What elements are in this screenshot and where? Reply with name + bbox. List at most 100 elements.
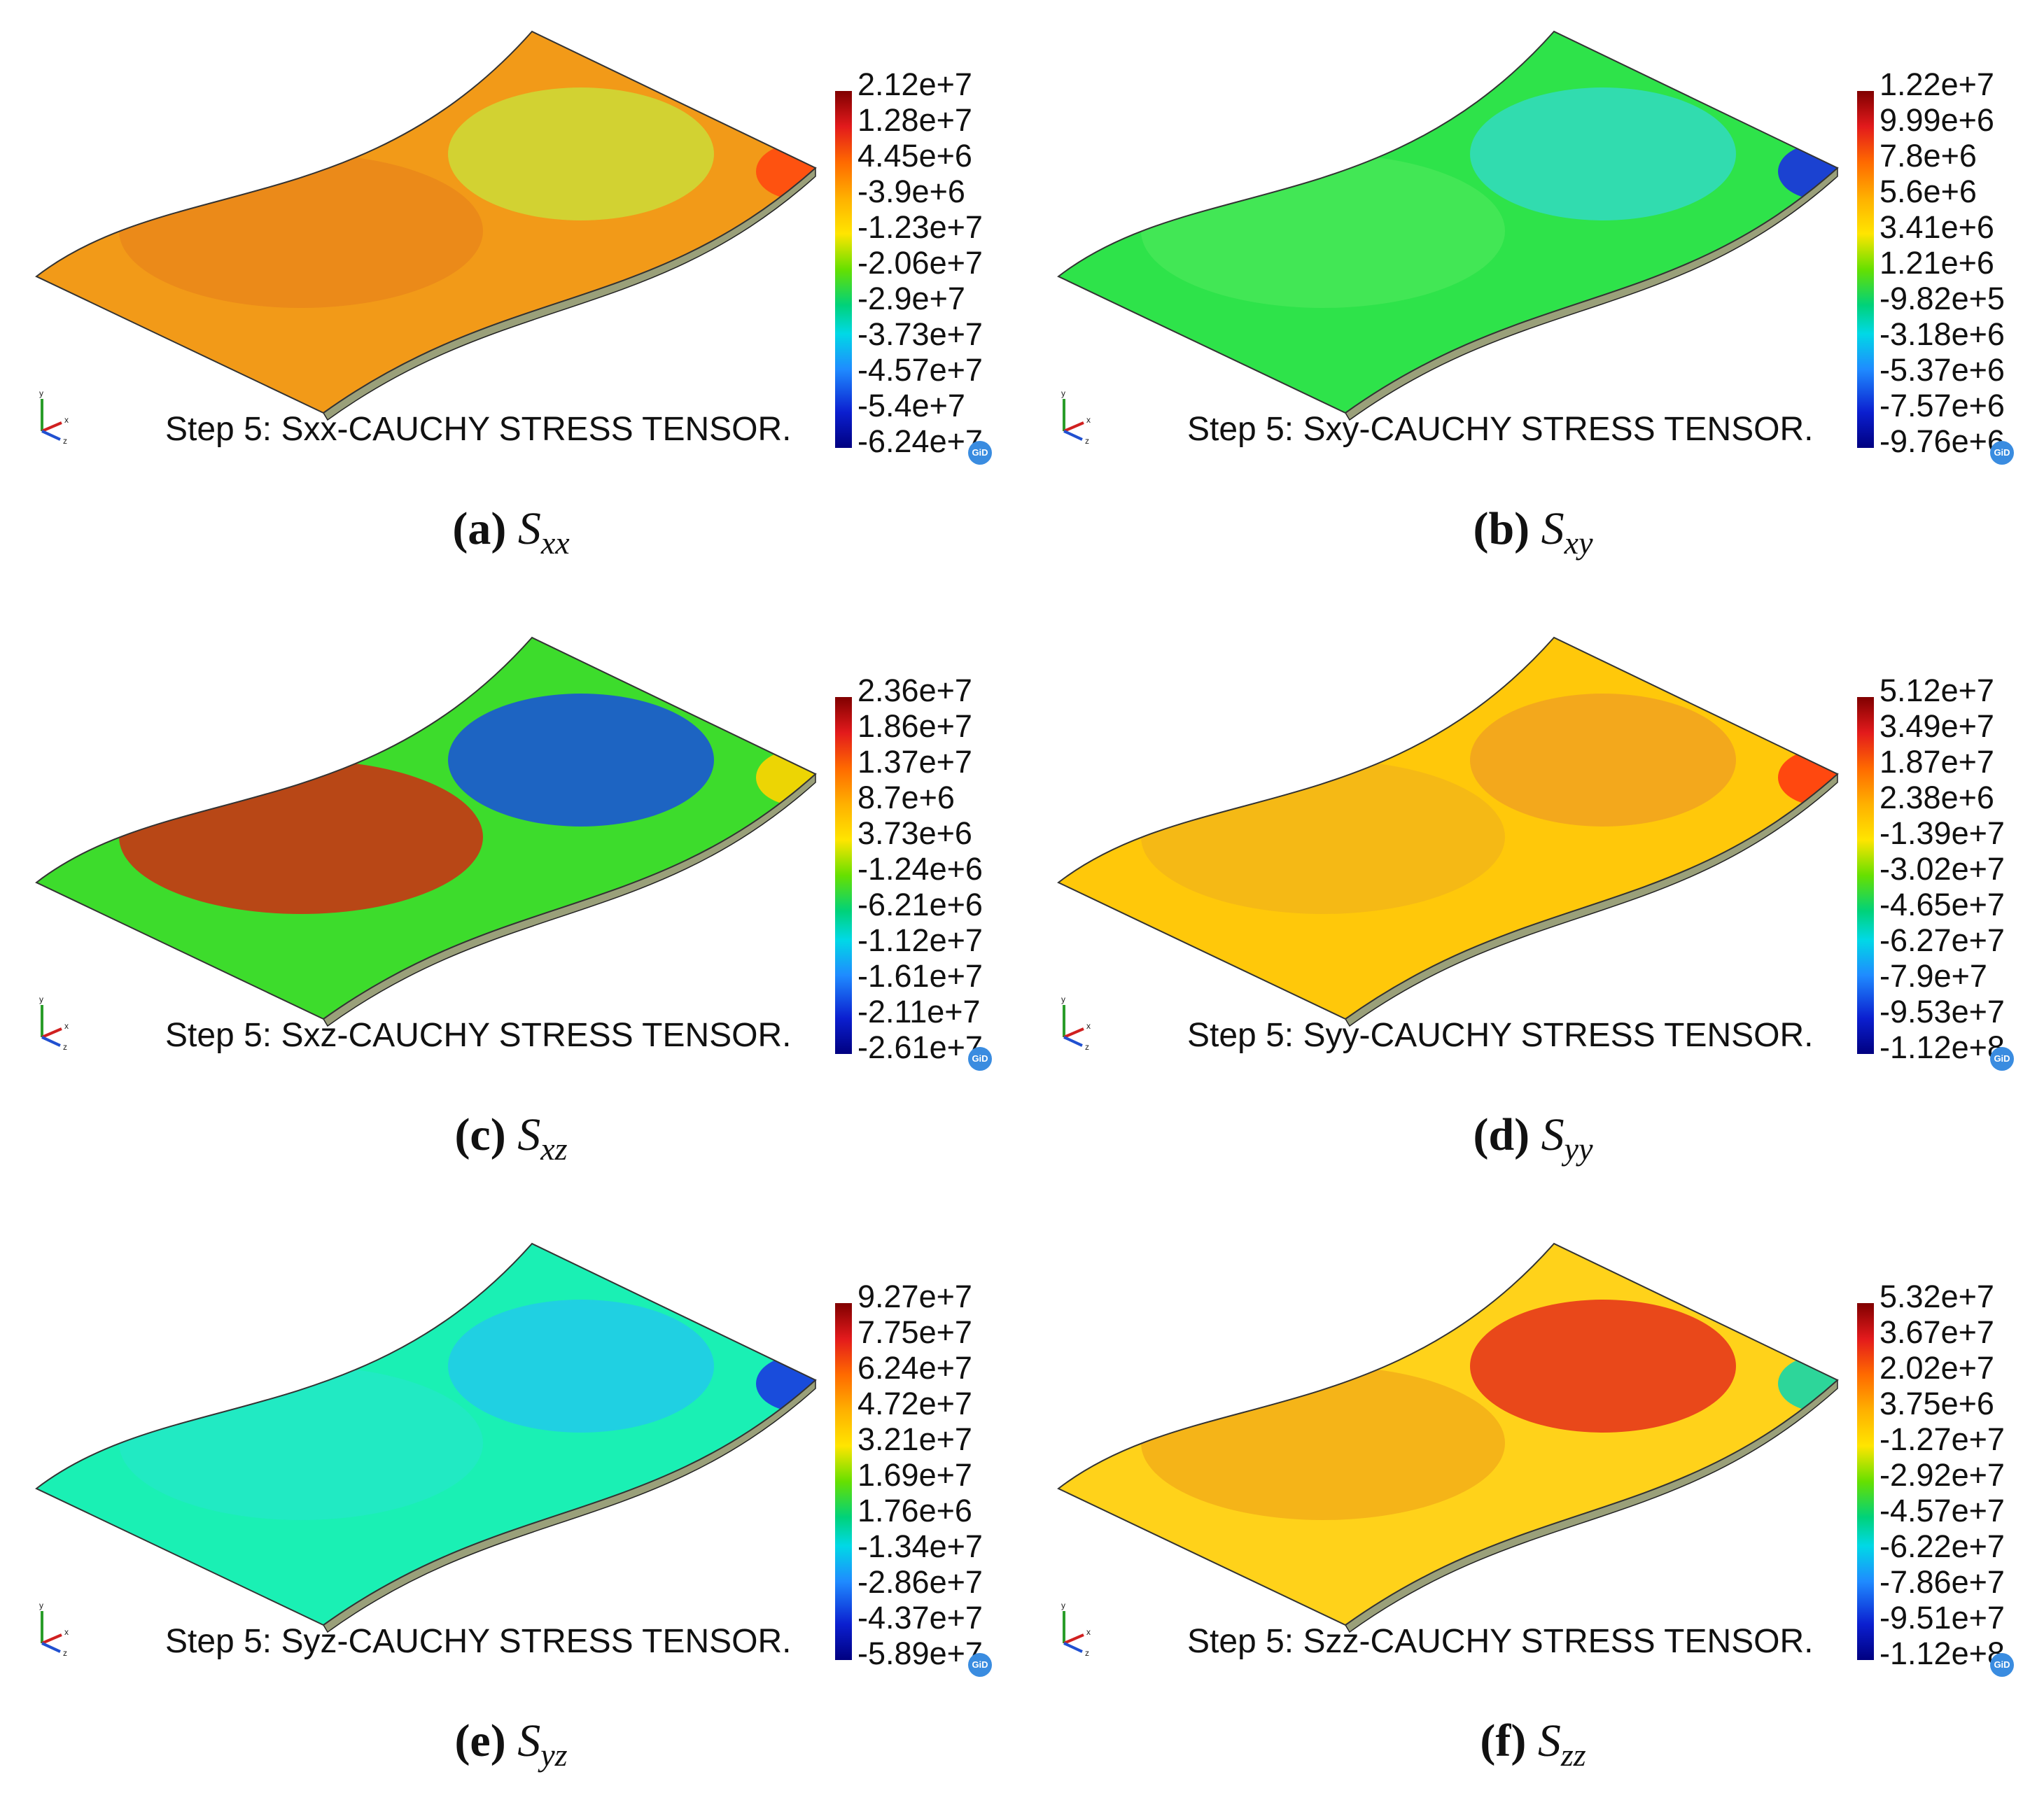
- deformed-plate-contour: [1057, 1242, 1839, 1633]
- caption-symbol: S: [517, 1109, 541, 1160]
- panel-sxy: y x z Step 5: Sxy-CAUCHY STRESS TENSOR. …: [1022, 0, 2044, 602]
- color-scale-tick-label: -1.24e+6: [858, 851, 983, 887]
- color-scale-tick-label: -2.9e+7: [858, 281, 965, 316]
- svg-text:y: y: [39, 389, 43, 398]
- color-scale-tick-label: 1.37e+7: [858, 744, 972, 780]
- color-scale-tick-label: -1.12e+8: [1879, 1636, 2005, 1671]
- contour-render: y x z Step 5: Syz-CAUCHY STRESS TENSOR. …: [0, 1212, 1022, 1688]
- color-scale-tick-label: 7.8e+6: [1879, 138, 1977, 174]
- color-scale-tick-label: 7.75e+7: [858, 1314, 972, 1350]
- axis-triad-icon: y x z: [28, 1601, 77, 1661]
- caption-letter: (f): [1480, 1715, 1527, 1766]
- deformed-plate-contour: [1057, 636, 1839, 1027]
- step-label: Step 5: Szz-CAUCHY STRESS TENSOR.: [1187, 1623, 1814, 1660]
- color-scale-tick-label: 4.72e+7: [858, 1386, 972, 1421]
- contour-render: y x z Step 5: Syy-CAUCHY STRESS TENSOR. …: [1022, 606, 2044, 1082]
- color-scale-tick-label: 2.38e+6: [1879, 780, 1994, 815]
- color-scale-tick-label: -2.06e+7: [858, 245, 983, 281]
- color-scale-tick-label: -2.11e+7: [858, 994, 981, 1029]
- svg-text:x: x: [1086, 1627, 1091, 1637]
- color-scale-tick-label: -4.37e+7: [858, 1600, 983, 1636]
- color-scale-bar: [835, 697, 852, 1054]
- axis-triad-icon: y x z: [28, 388, 77, 449]
- gid-logo-icon: GiD: [968, 1653, 992, 1677]
- color-scale-labels: 5.12e+7 3.49e+7 1.87e+7 2.38e+6 -1.39e+7 -3.0…: [1879, 673, 2044, 1065]
- svg-text:y: y: [1061, 995, 1065, 1004]
- color-scale-bar: [835, 1303, 852, 1660]
- panel-sxz: y x z Step 5: Sxz-CAUCHY STRESS TENSOR. …: [0, 606, 1022, 1208]
- color-scale-tick-label: -1.12e+8: [1879, 1029, 2005, 1065]
- color-scale-tick-label: -1.23e+7: [858, 209, 983, 245]
- color-scale-tick-label: 8.7e+6: [858, 780, 955, 815]
- color-scale-tick-label: -6.27e+7: [1879, 922, 2005, 958]
- color-scale-tick-label: -3.18e+6: [1879, 316, 2005, 352]
- subfigure-caption: (a) Sxx: [0, 502, 1022, 561]
- subfigure-caption: (f) Szz: [1022, 1715, 2044, 1773]
- contour-render: y x z Step 5: Sxx-CAUCHY STRESS TENSOR. …: [0, 0, 1022, 476]
- gid-logo-icon: GiD: [1990, 441, 2014, 465]
- color-scale-tick-label: 2.36e+7: [858, 673, 972, 708]
- axis-triad-icon: y x z: [28, 994, 77, 1055]
- svg-text:x: x: [1086, 1021, 1091, 1031]
- caption-symbol: S: [1541, 1109, 1564, 1160]
- color-scale-labels: 9.27e+7 7.75e+7 6.24e+7 4.72e+7 3.21e+7 1.69e…: [858, 1279, 1022, 1671]
- caption-subscript: xx: [540, 525, 570, 561]
- panel-syy: y x z Step 5: Syy-CAUCHY STRESS TENSOR. …: [1022, 606, 2044, 1208]
- step-label: Step 5: Sxy-CAUCHY STRESS TENSOR.: [1187, 411, 1814, 448]
- panel-sxx: y x z Step 5: Sxx-CAUCHY STRESS TENSOR. …: [0, 0, 1022, 602]
- color-scale-tick-label: 3.41e+6: [1879, 209, 1994, 245]
- color-scale-tick-label: 5.12e+7: [1879, 673, 1994, 708]
- color-scale-tick-label: -6.24e+7: [858, 423, 983, 459]
- color-scale-tick-label: -5.37e+6: [1879, 352, 2005, 388]
- gid-logo-icon: GiD: [968, 441, 992, 465]
- caption-symbol: S: [1537, 1715, 1561, 1766]
- color-scale-tick-label: -3.73e+7: [858, 316, 983, 352]
- svg-text:x: x: [1086, 415, 1091, 425]
- caption-letter: (b): [1473, 503, 1530, 554]
- color-scale-labels: 1.22e+7 9.99e+6 7.8e+6 5.6e+6 3.41e+6 1.21e+6…: [1879, 67, 2044, 459]
- color-scale-tick-label: -4.57e+7: [1879, 1493, 2005, 1528]
- deformed-plate-contour: [35, 1242, 817, 1633]
- color-scale-bar: [835, 91, 852, 448]
- color-scale-tick-label: 5.6e+6: [1879, 174, 1977, 209]
- svg-text:y: y: [39, 1601, 43, 1610]
- step-label: Step 5: Sxz-CAUCHY STRESS TENSOR.: [165, 1017, 792, 1054]
- color-scale-tick-label: -1.34e+7: [858, 1528, 983, 1564]
- subfigure-caption: (c) Sxz: [0, 1109, 1022, 1167]
- color-scale-tick-label: -7.86e+7: [1879, 1564, 2005, 1600]
- caption-symbol: S: [1541, 503, 1564, 554]
- color-scale-tick-label: -2.92e+7: [1879, 1457, 2005, 1493]
- svg-text:z: z: [63, 436, 67, 445]
- color-scale-tick-label: -1.27e+7: [1879, 1421, 2005, 1457]
- color-scale-labels: 2.12e+7 1.28e+7 4.45e+6 -3.9e+6 -1.23e+7 -2.0…: [858, 67, 1022, 459]
- caption-subscript: xz: [540, 1131, 568, 1167]
- caption-subscript: xy: [1564, 525, 1593, 561]
- caption-symbol: S: [517, 1715, 541, 1766]
- color-scale-tick-label: 2.02e+7: [1879, 1350, 1994, 1386]
- color-scale-tick-label: -1.61e+7: [858, 958, 983, 994]
- color-scale-tick-label: 1.69e+7: [858, 1457, 972, 1493]
- color-scale-tick-label: 1.87e+7: [1879, 744, 1994, 780]
- color-scale-bar: [1857, 91, 1874, 448]
- panel-szz: y x z Step 5: Szz-CAUCHY STRESS TENSOR. …: [1022, 1212, 2044, 1814]
- color-scale-tick-label: -9.53e+7: [1879, 994, 2005, 1029]
- caption-subscript: yy: [1564, 1131, 1593, 1167]
- color-scale-tick-label: 1.86e+7: [858, 708, 972, 744]
- color-scale-tick-label: 3.21e+7: [858, 1421, 972, 1457]
- step-label: Step 5: Syz-CAUCHY STRESS TENSOR.: [165, 1623, 792, 1660]
- color-scale-tick-label: 6.24e+7: [858, 1350, 972, 1386]
- contour-render: y x z Step 5: Szz-CAUCHY STRESS TENSOR. …: [1022, 1212, 2044, 1688]
- color-scale-tick-label: -1.12e+7: [858, 922, 983, 958]
- subfigure-caption: (b) Sxy: [1022, 502, 2044, 561]
- color-scale-tick-label: -6.22e+7: [1879, 1528, 2005, 1564]
- caption-letter: (a): [452, 503, 507, 554]
- color-scale-tick-label: -1.39e+7: [1879, 815, 2005, 851]
- color-scale-tick-label: -5.4e+7: [858, 388, 965, 423]
- color-scale-tick-label: -4.65e+7: [1879, 887, 2005, 922]
- color-scale-tick-label: 9.99e+6: [1879, 102, 1994, 138]
- color-scale-tick-label: -3.02e+7: [1879, 851, 2005, 887]
- contour-render: y x z Step 5: Sxy-CAUCHY STRESS TENSOR. …: [1022, 0, 2044, 476]
- axis-triad-icon: y x z: [1050, 1601, 1099, 1661]
- color-scale-tick-label: 1.76e+6: [858, 1493, 972, 1528]
- color-scale-tick-label: 4.45e+6: [858, 138, 972, 174]
